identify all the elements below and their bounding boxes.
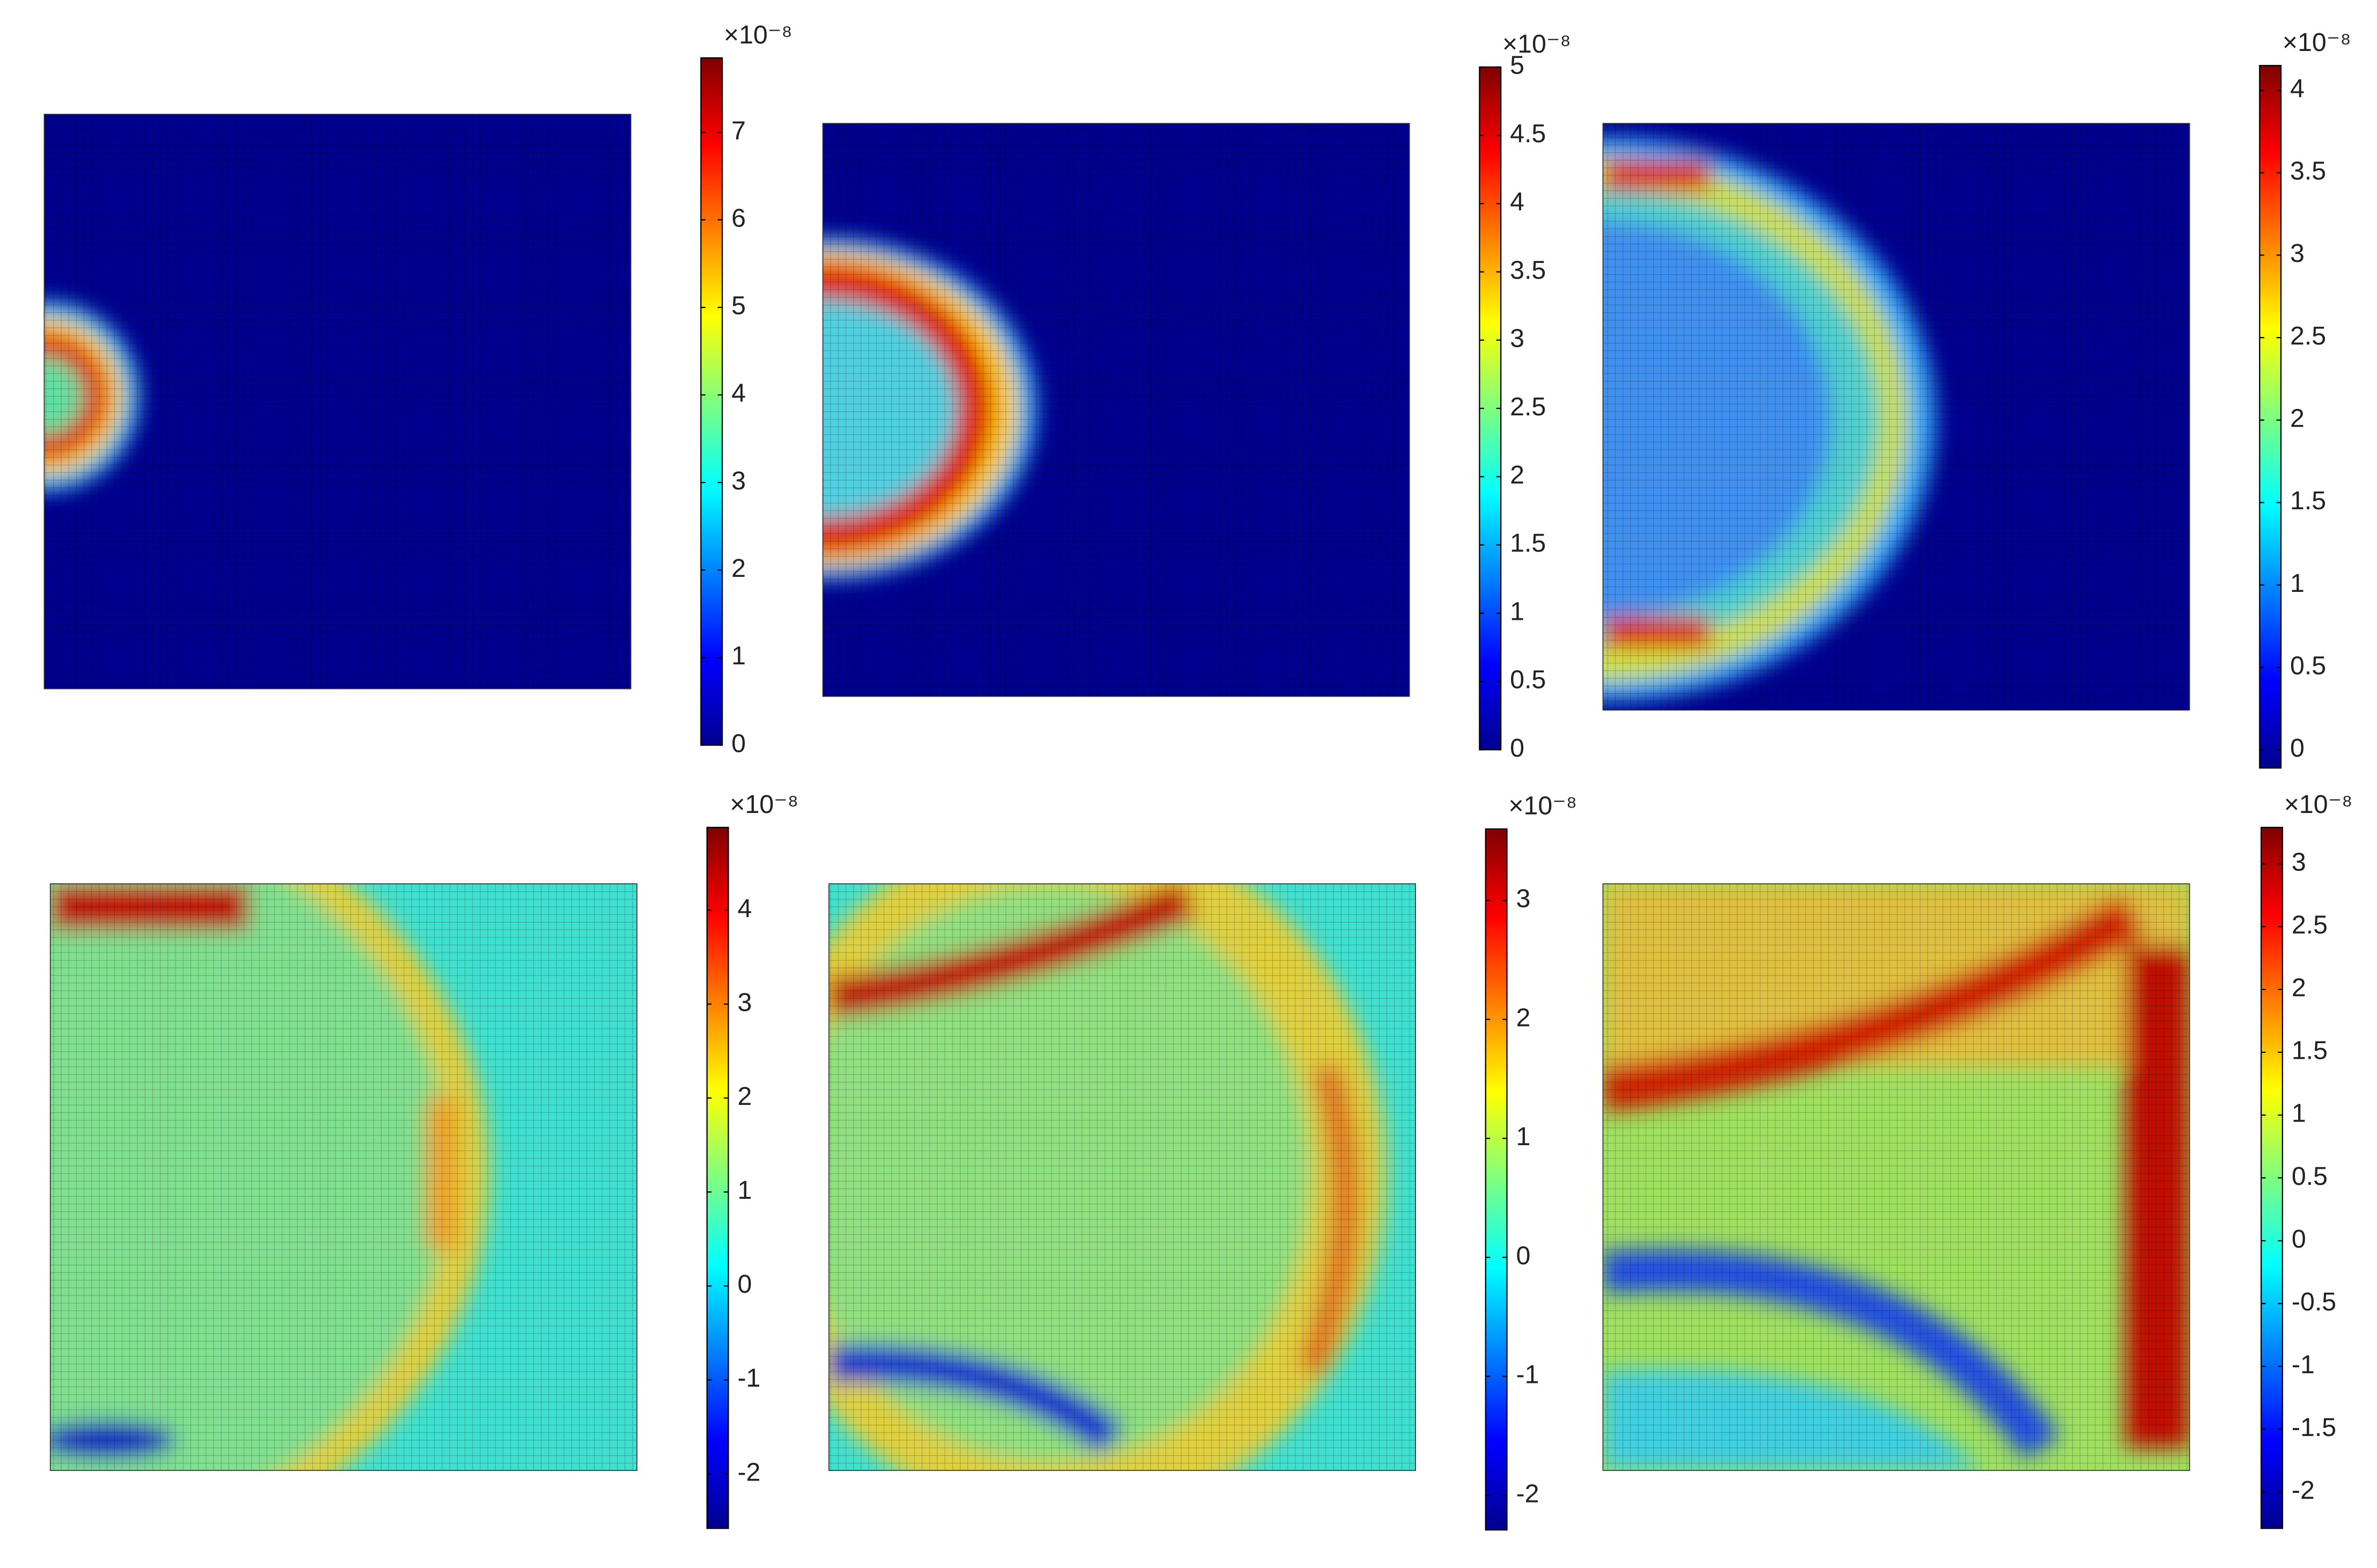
colorbar <box>700 57 723 746</box>
colorbar-tick-label: 0 <box>1510 734 1524 763</box>
colorbar-tick-label: 4.5 <box>1510 119 1546 148</box>
colorbar-tick-label: 2.5 <box>2290 321 2326 350</box>
heatmap-field <box>50 883 637 1471</box>
colorbar-tick-label: -1.5 <box>2292 1413 2336 1442</box>
colorbar <box>1485 828 1508 1531</box>
colorbar-tick-label: 1.5 <box>2292 1036 2328 1065</box>
colorbar-exponent: ×10⁻⁸ <box>1508 792 1577 820</box>
colorbar-tick-label: -1 <box>1516 1360 1539 1389</box>
colorbar-tick-label: 4 <box>731 379 746 408</box>
colorbar-exponent: ×10⁻⁸ <box>724 20 793 49</box>
colorbar-tick-label: 0 <box>1516 1241 1531 1270</box>
colorbar-tick-label: 2.5 <box>2292 911 2328 940</box>
heatmap-field <box>44 114 631 689</box>
colorbar-tick-label: 5 <box>1510 51 1524 80</box>
colorbar-tick-label: 1 <box>2290 569 2305 598</box>
colorbar-tick-label: 3.5 <box>2290 157 2326 186</box>
colorbar-tick-label: 2 <box>1510 460 1524 489</box>
colorbar-exponent: ×10⁻⁸ <box>2283 28 2351 57</box>
colorbar-tick-label: 2.5 <box>1510 392 1546 421</box>
colorbar-tick-label: 0.5 <box>2292 1162 2328 1191</box>
colorbar-tick-label: -1 <box>2292 1350 2315 1379</box>
colorbar-tick-label: 2 <box>2292 973 2306 1002</box>
colorbar-tick-label: 1 <box>737 1176 752 1205</box>
plot-frame <box>822 123 1410 697</box>
colorbar-tick-label: 2 <box>1516 1003 1531 1032</box>
colorbar-exponent: ×10⁻⁸ <box>2284 790 2353 819</box>
colorbar-tick-label: 4 <box>737 894 752 923</box>
colorbar <box>2259 64 2282 769</box>
colorbar-tick-label: 3 <box>2292 848 2306 877</box>
colorbar-tick-label: -2 <box>2292 1476 2315 1505</box>
colorbar-tick-label: 2 <box>2290 404 2305 433</box>
colorbar-tick-label: -2 <box>1516 1479 1539 1508</box>
colorbar-tick-label: 0 <box>2290 734 2305 763</box>
colorbar-tick-label: 1 <box>731 641 746 670</box>
colorbar-tick-label: 0.5 <box>2290 651 2326 680</box>
colorbar-tick-label: 7 <box>731 116 746 145</box>
colorbar-tick-label: -1 <box>737 1364 760 1393</box>
colorbar-tick-label: 1.5 <box>2290 486 2326 515</box>
plot-frame <box>828 883 1416 1471</box>
plot-frame <box>49 883 637 1471</box>
colorbar-tick-label: 6 <box>731 203 746 232</box>
colorbar-tick-label: 3.5 <box>1510 255 1546 284</box>
heatmap-field <box>1603 883 2190 1471</box>
colorbar-tick-label: 3 <box>731 466 746 495</box>
colorbar-exponent: ×10⁻⁸ <box>730 790 798 819</box>
colorbar-tick-label: 2 <box>731 554 746 583</box>
colorbar-tick-label: 3 <box>1516 884 1531 913</box>
colorbar-tick-label: 5 <box>731 291 746 320</box>
plot-frame <box>1602 883 2190 1471</box>
colorbar-tick-label: -0.5 <box>2292 1287 2336 1316</box>
colorbar-tick-label: 0 <box>737 1270 752 1299</box>
colorbar-tick-label: 0 <box>2292 1225 2306 1254</box>
colorbar-tick-label: 3 <box>737 988 752 1017</box>
colorbar-tick-label: 2 <box>737 1082 752 1111</box>
heatmap-field <box>823 123 1410 697</box>
colorbar-tick-label: 3 <box>2290 239 2305 268</box>
plot-frame <box>1602 123 2190 711</box>
colorbar-tick-label: 1 <box>2292 1099 2306 1128</box>
colorbar-exponent: ×10⁻⁸ <box>1502 30 1571 58</box>
colorbar-tick-label: 0 <box>731 729 746 758</box>
colorbar-tick-label: 1 <box>1516 1122 1531 1151</box>
heatmap-field <box>1603 123 2190 710</box>
colorbar-tick-label: 4 <box>1510 187 1524 216</box>
colorbar-tick-label: 4 <box>2290 74 2305 103</box>
colorbar <box>706 826 729 1529</box>
plot-frame <box>43 114 632 690</box>
colorbar-tick-label: 1.5 <box>1510 529 1546 558</box>
colorbar-tick-label: -2 <box>737 1457 760 1486</box>
colorbar-tick-label: 0.5 <box>1510 665 1546 694</box>
heatmap-field <box>828 883 1416 1471</box>
colorbar-tick-label: 3 <box>1510 324 1524 353</box>
colorbar-tick-label: 1 <box>1510 597 1524 626</box>
